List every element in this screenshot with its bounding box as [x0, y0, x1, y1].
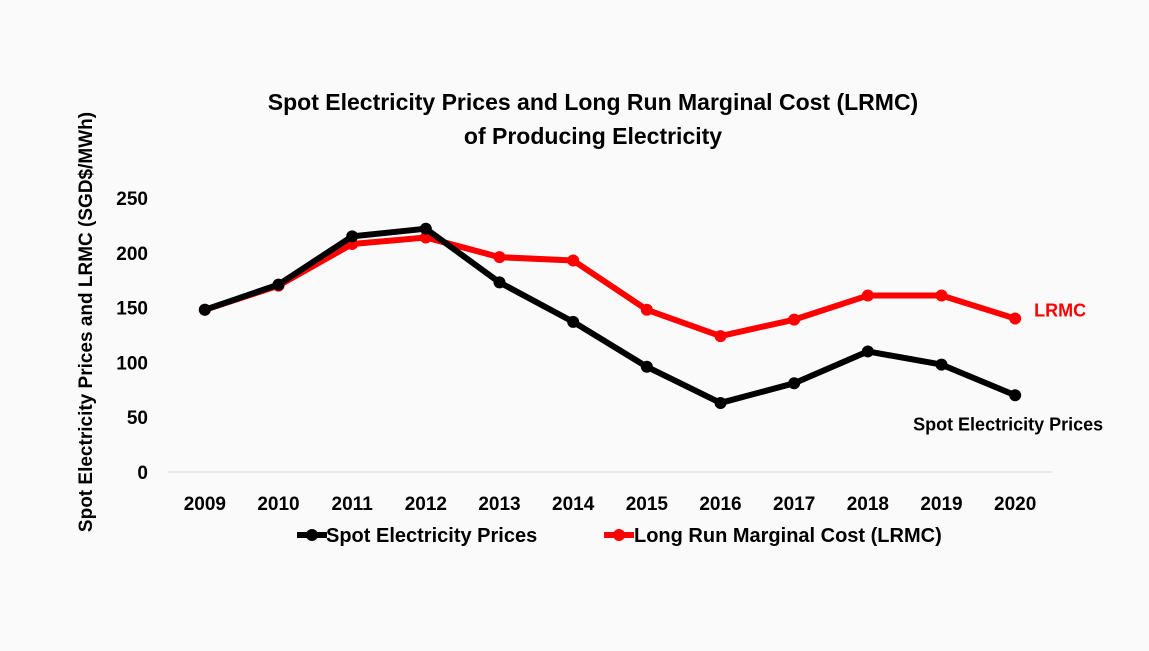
data-point [935, 358, 948, 371]
chart-title: Spot Electricity Prices and Long Run Mar… [268, 89, 918, 149]
legend-swatch-marker [306, 529, 318, 541]
y-tick-label: 150 [116, 299, 148, 320]
data-point [198, 303, 211, 316]
series-0 [198, 222, 1022, 409]
data-point [640, 360, 653, 373]
y-axis-label: Spot Electricity Prices and LRMC (SGD$/M… [76, 112, 97, 532]
chart-title-line-1: Spot Electricity Prices and Long Run Mar… [268, 89, 918, 115]
series-end-label: LRMC [1034, 301, 1086, 321]
data-point [346, 230, 359, 243]
series-1 [198, 231, 1022, 343]
x-tick-label: 2012 [405, 494, 447, 515]
legend-label: Spot Electricity Prices [326, 525, 537, 547]
series-line [201, 225, 1019, 406]
data-point [567, 254, 580, 267]
legend: Spot Electricity Prices Long Run Marginal… [297, 525, 942, 547]
x-tick-labels: 2009 2010 2011 2012 2013 2014 2015 2016 2017 2018… [184, 494, 1037, 515]
x-tick-label: 2017 [773, 494, 815, 515]
data-point [788, 377, 801, 390]
data-point [1009, 312, 1022, 325]
series-line [201, 234, 1019, 340]
x-tick-label: 2009 [184, 494, 226, 515]
data-point [935, 289, 948, 302]
y-tick-label: 250 [116, 189, 148, 210]
data-point [714, 396, 727, 409]
data-point [493, 251, 506, 264]
data-point [788, 313, 801, 326]
legend-item: Spot Electricity Prices [297, 525, 537, 547]
x-tick-label: 2015 [626, 494, 669, 515]
y-tick-label: 0 [137, 463, 148, 484]
series-end-label: Spot Electricity Prices [913, 414, 1103, 434]
y-tick-label: 50 [127, 408, 148, 429]
legend-swatch-marker [613, 529, 625, 541]
x-tick-label: 2019 [920, 494, 962, 515]
data-point [567, 315, 580, 328]
series-end-labels: LRMC Spot Electricity Prices [913, 301, 1103, 435]
y-tick-label: 100 [116, 353, 148, 374]
data-point [861, 345, 874, 358]
data-point [640, 303, 653, 316]
x-tick-label: 2011 [332, 494, 374, 515]
legend-label: Long Run Marginal Cost (LRMC) [634, 525, 942, 547]
data-point [419, 222, 432, 235]
x-tick-label: 2018 [847, 494, 889, 515]
data-point [493, 276, 506, 289]
x-tick-label: 2010 [257, 494, 299, 515]
series-layer [198, 222, 1022, 409]
x-tick-label: 2020 [994, 494, 1036, 515]
legend-item: Long Run Marginal Cost (LRMC) [604, 525, 942, 547]
x-tick-label: 2014 [552, 494, 595, 515]
chart-title-line-2: of Producing Electricity [464, 123, 722, 149]
y-tick-labels: 0 50 100 150 200 250 [116, 189, 148, 484]
data-point [272, 278, 285, 291]
data-point [1009, 389, 1022, 402]
x-tick-label: 2016 [699, 494, 741, 515]
data-point [714, 330, 727, 343]
data-point [861, 289, 874, 302]
y-tick-label: 200 [116, 244, 148, 265]
x-tick-label: 2013 [478, 494, 520, 515]
